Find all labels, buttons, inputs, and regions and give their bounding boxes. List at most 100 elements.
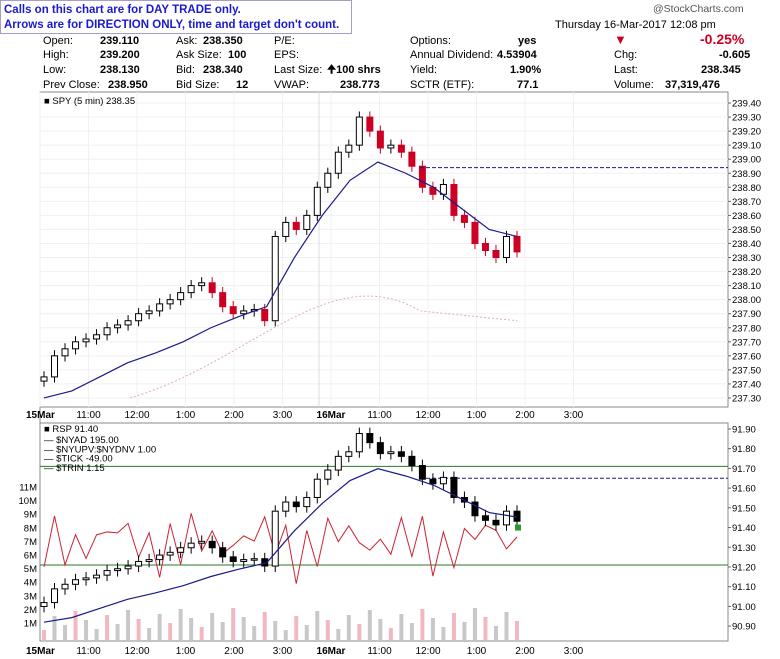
volume-bar [136, 619, 141, 640]
prev-close-label: Prev Close: [43, 79, 100, 91]
rsp-candle-body [313, 478, 321, 498]
price-tick-label: 237.80 [732, 323, 761, 334]
chg-value: -0.605 [719, 49, 751, 61]
rsp-candle-body [345, 451, 353, 457]
prev-close-value: 238.950 [108, 79, 148, 91]
rsp-candle-body [303, 496, 311, 508]
candle-body [124, 320, 132, 326]
volume-bar [210, 613, 215, 640]
volume-bar [42, 630, 46, 640]
rsp-candle-body [387, 451, 395, 455]
breadth-tick-label-right: 91.90 [732, 424, 756, 435]
breadth-legend-entry: — $NYAD 195.00 [44, 435, 119, 446]
volume-bar [283, 630, 288, 640]
volume-bar [94, 629, 99, 640]
candle-body [198, 282, 206, 287]
volume-bar [336, 629, 341, 640]
volume-bar [315, 611, 320, 640]
volume-bar [420, 609, 425, 640]
volume-bar [126, 610, 131, 640]
candle-body [513, 235, 521, 253]
rsp-candle-body [40, 602, 48, 608]
volume-bar [325, 620, 330, 640]
breadth-tick-label-right: 91.30 [732, 543, 756, 554]
rsp-candle-body [177, 547, 185, 553]
candle-body [397, 144, 405, 153]
volume-bar [493, 626, 498, 640]
datetime: Thursday 16-Mar-2017 12:08 pm [555, 19, 716, 31]
ask-label: Ask: [176, 35, 198, 47]
candle-body [345, 144, 353, 153]
candle-body [355, 116, 363, 146]
candle-body [208, 282, 216, 294]
breadth-tick-label-right: 90.90 [732, 622, 756, 633]
price-x-tick-label: 11:00 [367, 410, 392, 421]
volume-bar [472, 608, 477, 640]
candle-body [334, 151, 342, 174]
volume-bar [441, 627, 446, 640]
volume-bar [462, 622, 467, 640]
volume-bar [105, 615, 110, 640]
price-tick-label: 238.90 [732, 169, 761, 180]
sctr-label: SCTR (ETF): [410, 79, 475, 91]
last-size-value: 🠉100 shrs [327, 64, 381, 76]
breadth-tick-label-right: 91.00 [732, 602, 756, 613]
breadth-panel-title: ■ RSP 91.40 [44, 424, 98, 435]
change-percent: -0.25% [700, 31, 745, 47]
rsp-candle-body [166, 551, 174, 556]
rsp-last-marker [515, 524, 521, 531]
price-x-tick-label: 16Mar [317, 410, 346, 421]
volume-tick-label-left: 2M [24, 605, 37, 616]
candle-body [187, 285, 195, 294]
volume-bar [357, 624, 362, 640]
up-arrow-icon: 🠉 [327, 64, 337, 76]
volume-bar [115, 624, 120, 640]
candle-body [219, 292, 227, 308]
volume-bar [378, 619, 383, 640]
volume-tick-label-left: 6M [24, 551, 37, 562]
volume-tick-label-left: 11M [19, 483, 37, 494]
volume-tick-label-left: 4M [24, 578, 37, 589]
high-label: High: [43, 49, 69, 61]
ask-value: 238.350 [203, 35, 243, 47]
rsp-candle-body [250, 558, 258, 561]
slow-moving-average [129, 295, 518, 399]
price-x-tick-label: 1:00 [467, 410, 487, 421]
candle-body [460, 214, 468, 223]
rsp-candle-body [145, 559, 153, 562]
bid-label: Bid: [176, 64, 195, 76]
breadth-tick-label-right: 91.60 [732, 484, 756, 495]
volume-bar [504, 612, 509, 640]
high-value: 239.200 [100, 49, 140, 61]
ask-size-label: Ask Size: [176, 49, 222, 61]
pe-label: P/E: [274, 35, 295, 47]
yield-label: Yield: [410, 64, 438, 76]
trin-line [43, 513, 518, 584]
yield-value: 1.90% [510, 64, 542, 76]
candle-body [166, 299, 174, 305]
last-value: 238.345 [701, 64, 741, 76]
candle-body [418, 165, 426, 188]
candle-body [135, 313, 143, 322]
breadth-x-tick-label: 11:00 [76, 646, 101, 657]
candle-body [481, 242, 489, 252]
quote-header: @StockCharts.com Thursday 16-Mar-2017 12… [0, 0, 780, 92]
price-x-tick-label: 3:00 [273, 410, 293, 421]
volume-bar [168, 623, 173, 640]
stockcharts-brand: @StockCharts.com [653, 3, 744, 15]
options-label: Options: [410, 35, 451, 47]
volume-tick-label-left: 9M [24, 510, 37, 521]
rsp-candle-body [124, 565, 132, 570]
breadth-panel-frame [39, 422, 729, 642]
candle-body [72, 341, 80, 350]
rsp-candle-body [135, 560, 143, 567]
candle-body [261, 308, 269, 322]
rsp-candle-body [376, 442, 384, 455]
low-value: 238.130 [100, 64, 140, 76]
volume-bar [178, 609, 183, 640]
rsp-candle-body [114, 568, 122, 572]
candle-body [366, 116, 374, 132]
low-label: Low: [43, 64, 67, 76]
candle-body [40, 376, 48, 382]
